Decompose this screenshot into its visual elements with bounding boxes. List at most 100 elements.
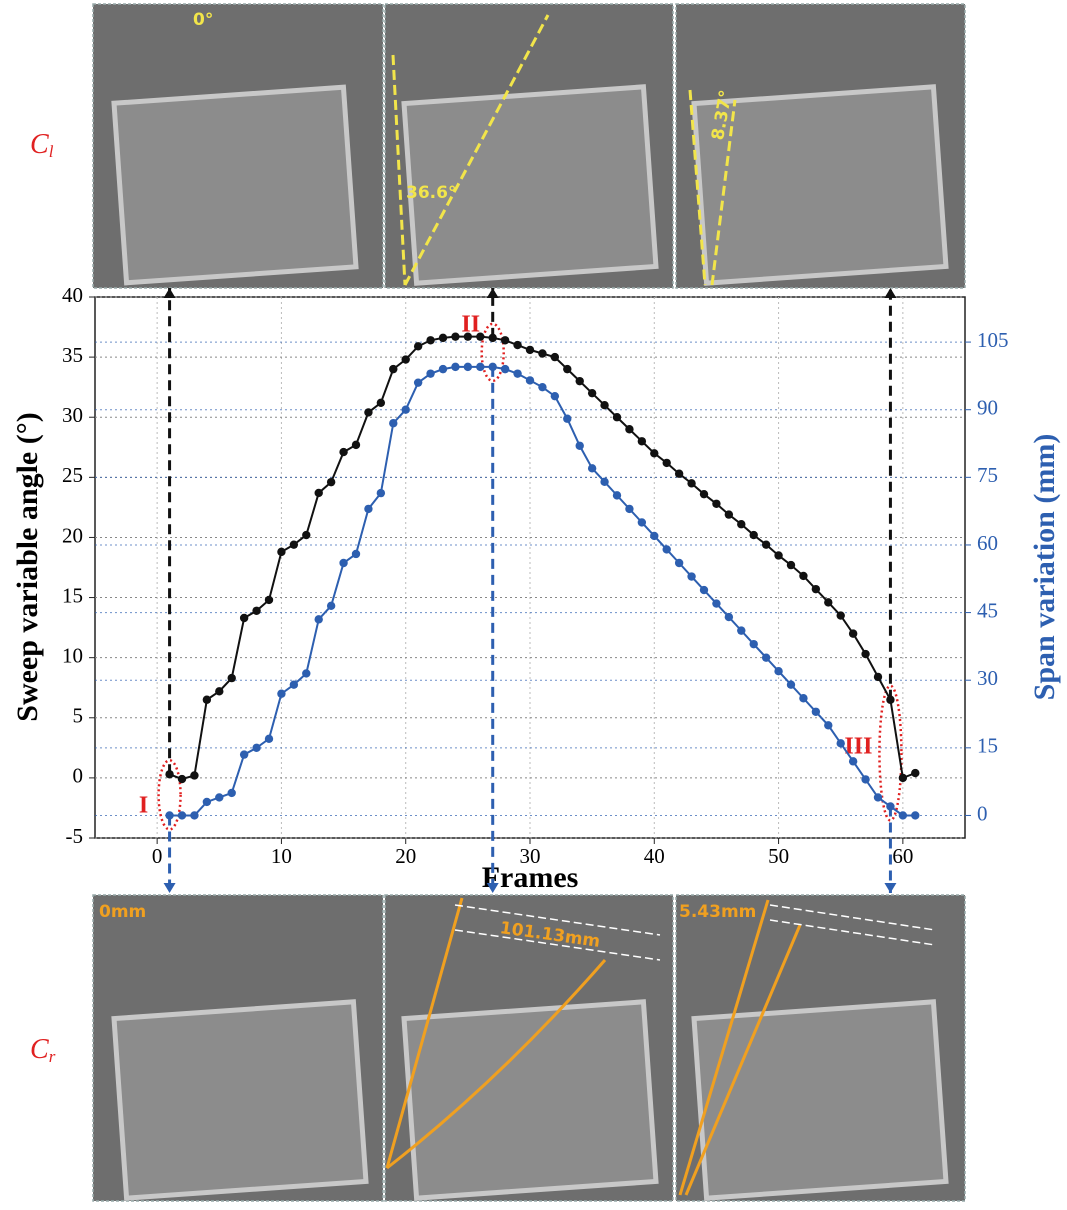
data-point xyxy=(538,349,547,358)
y2-tick-label: 60 xyxy=(977,531,998,555)
data-point xyxy=(724,510,734,519)
data-point xyxy=(687,479,696,488)
data-point xyxy=(786,560,796,570)
y2-tick-label: 0 xyxy=(977,801,988,825)
photo-label: 36.6° xyxy=(406,183,456,203)
y2-tick-label: 15 xyxy=(977,734,998,758)
photo-frame xyxy=(111,84,359,286)
y-tick-label: 35 xyxy=(62,343,83,367)
data-point xyxy=(426,369,435,378)
y-tick-label: 5 xyxy=(73,704,84,728)
data-point xyxy=(911,768,920,778)
angle-line xyxy=(710,99,737,286)
y-tick-label: 20 xyxy=(62,523,83,547)
x-tick-label: 60 xyxy=(892,844,913,868)
y2-tick-label: 75 xyxy=(977,463,998,487)
y2-tick-label: 90 xyxy=(977,396,998,420)
data-point xyxy=(202,695,212,704)
photo-label: 0° xyxy=(193,10,213,30)
data-point xyxy=(799,571,808,581)
data-point xyxy=(898,773,908,783)
data-point xyxy=(587,388,597,398)
data-point xyxy=(612,413,622,422)
data-point xyxy=(202,797,212,807)
annotation: II xyxy=(461,311,480,337)
y-tick-label: 40 xyxy=(62,283,83,307)
data-point xyxy=(662,545,671,554)
data-point xyxy=(886,802,895,811)
data-point xyxy=(488,362,497,372)
edge-line xyxy=(684,924,802,1196)
annotation: I xyxy=(139,792,148,818)
data-point xyxy=(637,518,647,527)
data-point xyxy=(824,598,833,607)
data-point xyxy=(625,504,634,514)
data-point xyxy=(786,680,796,689)
dim-line xyxy=(454,904,661,936)
y2-axis-title: Span variation (mm) xyxy=(1028,434,1061,701)
data-point xyxy=(848,629,858,638)
data-point xyxy=(165,770,174,779)
x-tick-label: 20 xyxy=(395,844,416,868)
link-arrow-head xyxy=(884,883,897,893)
y-tick-label: 25 xyxy=(62,463,83,487)
data-point xyxy=(749,530,758,540)
data-point xyxy=(612,491,622,500)
dim-line xyxy=(769,904,936,931)
data-point xyxy=(674,469,684,478)
data-point xyxy=(799,694,808,703)
data-point xyxy=(500,364,510,374)
data-point xyxy=(488,333,497,343)
data-point xyxy=(476,362,485,372)
data-point xyxy=(302,530,311,540)
x-axis-title: Frames xyxy=(482,861,579,894)
data-point xyxy=(873,793,883,802)
y-axis-title: Sweep variable angle (°) xyxy=(11,412,44,721)
data-point xyxy=(376,488,386,498)
data-point xyxy=(438,364,448,374)
data-point xyxy=(339,558,348,568)
link-arrow-head xyxy=(486,288,499,298)
photo-frame xyxy=(401,999,659,1201)
data-point xyxy=(426,336,435,345)
data-point xyxy=(351,549,361,559)
data-point xyxy=(177,811,187,820)
data-point xyxy=(699,489,709,499)
data-point xyxy=(724,612,734,622)
top-photos xyxy=(92,3,966,289)
photo-frame xyxy=(691,999,949,1201)
data-point xyxy=(575,376,584,386)
data-point xyxy=(600,477,609,487)
data-point xyxy=(500,336,510,345)
data-point xyxy=(476,332,485,341)
data-point xyxy=(873,672,883,682)
data-point xyxy=(699,585,709,595)
data-point xyxy=(737,520,746,529)
data-point xyxy=(513,369,522,378)
data-point xyxy=(824,721,833,730)
photo-frame xyxy=(111,999,369,1201)
data-point xyxy=(575,441,584,450)
edge-line xyxy=(386,959,607,1170)
dim-line xyxy=(454,929,661,961)
data-point xyxy=(749,639,758,649)
y-tick-label: 10 xyxy=(62,643,83,667)
data-point xyxy=(811,584,821,594)
data-point xyxy=(898,811,908,820)
data-point xyxy=(438,333,448,343)
data-point xyxy=(227,673,236,683)
data-point xyxy=(563,364,572,374)
data-point xyxy=(625,425,634,434)
data-point xyxy=(811,707,821,716)
y-tick-label: 15 xyxy=(62,583,83,607)
data-point xyxy=(600,401,609,410)
data-point xyxy=(563,414,572,423)
data-point xyxy=(662,458,671,468)
data-point xyxy=(538,382,547,392)
angle-line xyxy=(403,14,550,286)
data-point xyxy=(314,615,323,624)
data-point xyxy=(513,340,522,350)
row-label: Cl xyxy=(30,129,54,160)
data-point xyxy=(413,378,423,387)
data-point xyxy=(774,666,783,676)
